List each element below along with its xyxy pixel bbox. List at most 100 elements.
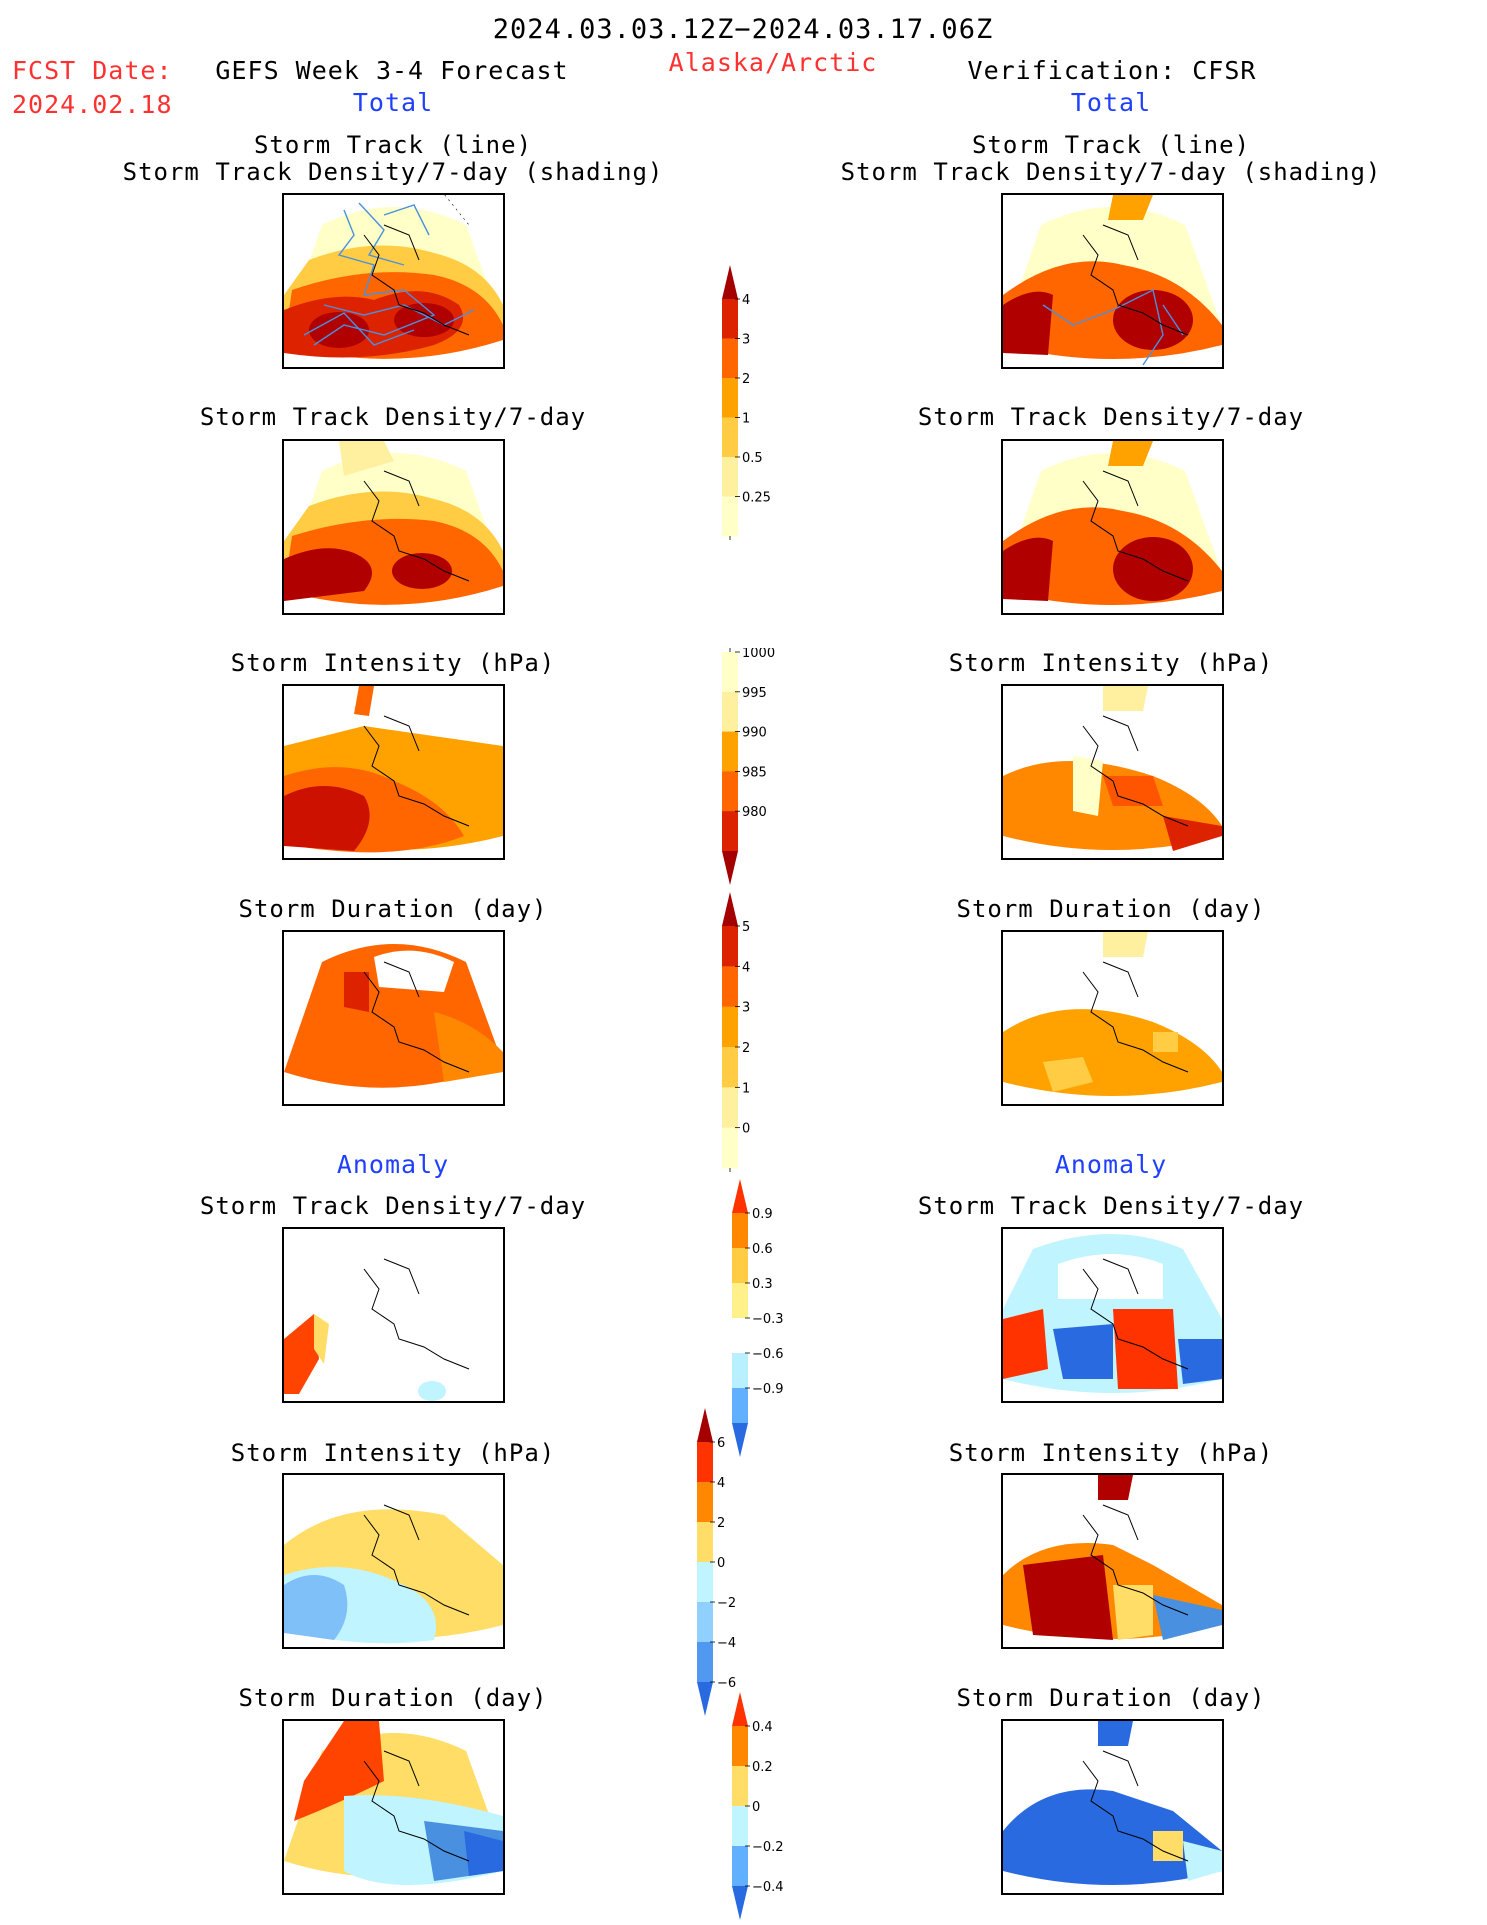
anom_density-segment [732, 1248, 748, 1284]
intensity-segment [722, 811, 738, 852]
anom_duration-segment [732, 1846, 748, 1887]
duration-tick-label: 0 [742, 1122, 750, 1137]
map-density-verification [1001, 439, 1224, 615]
title-intensity-left: Storm Intensity (hPa) [230, 649, 556, 677]
anomaly-label-right: Anomaly [1054, 1150, 1168, 1179]
anom_duration-segment [732, 1692, 748, 1726]
period-title: 2024.03.03.12Z−2024.03.17.06Z [492, 14, 994, 45]
anom_density-tick-label: 0.6 [752, 1242, 773, 1257]
title-duration-right: Storm Duration (day) [956, 895, 1266, 923]
duration-segment [722, 926, 738, 967]
map-anom-intensity-forecast [282, 1473, 505, 1649]
anom_duration-tick-label: −0.2 [752, 1840, 784, 1855]
anom_density-colorbar-svg: 0.9 0.6 0.3 −0.3 −0.6 −0.9 [732, 1179, 784, 1457]
anom_intensity-colorbar-svg: 6 4 2 0 −2 −4 −6 [697, 1408, 736, 1716]
density-tick-label: 1 [742, 412, 750, 427]
fcst-date-value: 2024.02.18 [12, 90, 173, 119]
anom_intensity-segment [697, 1562, 713, 1603]
duration-tick-label: 5 [742, 920, 750, 935]
map-anom-duration-forecast [282, 1719, 505, 1895]
model-title: GEFS Week 3-4 Forecast [215, 56, 569, 85]
colorbar-anom-intensity: 6 4 2 0 −2 −4 −6 [697, 1408, 759, 1720]
anom_density-segment [732, 1283, 748, 1319]
anom_duration-colorbar-svg: 0.4 0.2 0 −0.2 −0.4 [732, 1692, 784, 1920]
density-segment [722, 378, 738, 418]
anom_duration-segment [732, 1766, 748, 1807]
intensity-segment [722, 771, 738, 812]
density-colorbar-svg: 4 3 2 1 0.5 0.25 [722, 265, 771, 540]
map-duration-verification [1001, 930, 1224, 1106]
title-anom-intensity-right: Storm Intensity (hPa) [948, 1439, 1274, 1467]
title-track-shading: Storm Track Density/7-day (shading) [122, 158, 664, 186]
intensity-segment [722, 652, 738, 693]
map-intensity-forecast [282, 684, 505, 860]
anom_intensity-segment [697, 1602, 713, 1643]
title-density-right: Storm Track Density/7-day [917, 403, 1305, 431]
title-anom-density-right: Storm Track Density/7-day [917, 1192, 1305, 1220]
anom_intensity-tick-label: 0 [717, 1556, 725, 1571]
anom_intensity-tick-label: −6 [717, 1676, 736, 1691]
duration-tick-label: 2 [742, 1041, 750, 1056]
colorbar-intensity: 1000 995 990 985 980 [722, 646, 784, 889]
colorbar-duration: 5 4 3 2 1 0 [722, 892, 784, 1176]
title-track-left: Storm Track (line) Storm Track Density/7… [123, 132, 664, 186]
duration-segment [722, 1087, 738, 1129]
density-segment [722, 299, 738, 339]
anom_density-segment [732, 1213, 748, 1249]
density-tick-label: 4 [742, 293, 750, 308]
anom_duration-tick-label: 0.4 [752, 1720, 773, 1735]
title-track-shading: Storm Track Density/7-day (shading) [840, 158, 1382, 186]
colorbar-anom-density: 0.9 0.6 0.3 −0.3 −0.6 −0.9 [732, 1179, 794, 1461]
duration-tick-label: 3 [742, 1001, 750, 1016]
anom_density-segment [732, 1318, 748, 1354]
anom_duration-tick-label: 0.2 [752, 1760, 773, 1775]
anom_intensity-tick-label: −2 [717, 1596, 736, 1611]
title-intensity-right: Storm Intensity (hPa) [948, 649, 1274, 677]
colorbar-density: 4 3 2 1 0.5 0.25 [722, 265, 784, 544]
anom_intensity-segment [697, 1482, 713, 1523]
duration-tick-label: 4 [742, 960, 750, 975]
density-segment [722, 457, 738, 497]
density-tick-label: 0.5 [742, 451, 763, 466]
intensity-tick-label: 995 [742, 686, 767, 701]
intensity-segment [722, 851, 738, 885]
map-anom-duration-verification [1001, 1719, 1224, 1895]
intensity-tick-label: 1000 [742, 648, 775, 661]
title-anom-duration-right: Storm Duration (day) [956, 1684, 1266, 1712]
fcst-date-label: FCST Date: [12, 56, 173, 85]
map-density-forecast [282, 439, 505, 615]
duration-colorbar-svg: 5 4 3 2 1 0 [722, 892, 750, 1172]
map-intensity-verification [1001, 684, 1224, 860]
anom_intensity-tick-label: −4 [717, 1636, 736, 1651]
anom_density-segment [732, 1423, 748, 1457]
intensity-colorbar-svg: 1000 995 990 985 980 [722, 646, 775, 885]
duration-segment [722, 1047, 738, 1088]
title-track-right: Storm Track (line) Storm Track Density/7… [841, 132, 1382, 186]
anom_duration-segment [732, 1886, 748, 1920]
duration-tick-label: 1 [742, 1081, 750, 1096]
title-track-line: Storm Track (line) [253, 131, 533, 159]
anom_density-tick-label: −0.3 [752, 1312, 784, 1327]
anom_density-tick-label: −0.6 [752, 1347, 784, 1362]
density-tick-label: 2 [742, 372, 750, 387]
duration-segment [722, 892, 738, 926]
anom_intensity-tick-label: 2 [717, 1516, 725, 1531]
anom_intensity-segment [697, 1522, 713, 1563]
anom_density-segment [732, 1388, 748, 1424]
density-segment [722, 417, 738, 458]
intensity-tick-label: 985 [742, 765, 767, 780]
map-duration-forecast [282, 930, 505, 1106]
colorbar-anom-duration: 0.4 0.2 0 −0.2 −0.4 [732, 1692, 794, 1924]
anom_duration-segment [732, 1726, 748, 1767]
anom_intensity-segment [697, 1642, 713, 1683]
map-track-verification [1001, 193, 1224, 369]
map-anom-density-verification [1001, 1227, 1224, 1403]
density-tick-label: 0.25 [742, 491, 771, 506]
map-anom-intensity-verification [1001, 1473, 1224, 1649]
anom_density-tick-label: −0.9 [752, 1382, 784, 1397]
map-track-forecast [282, 193, 505, 369]
anom_intensity-segment [697, 1682, 713, 1716]
anom_density-segment [732, 1179, 748, 1213]
intensity-segment [722, 731, 738, 772]
duration-segment [722, 966, 738, 1008]
